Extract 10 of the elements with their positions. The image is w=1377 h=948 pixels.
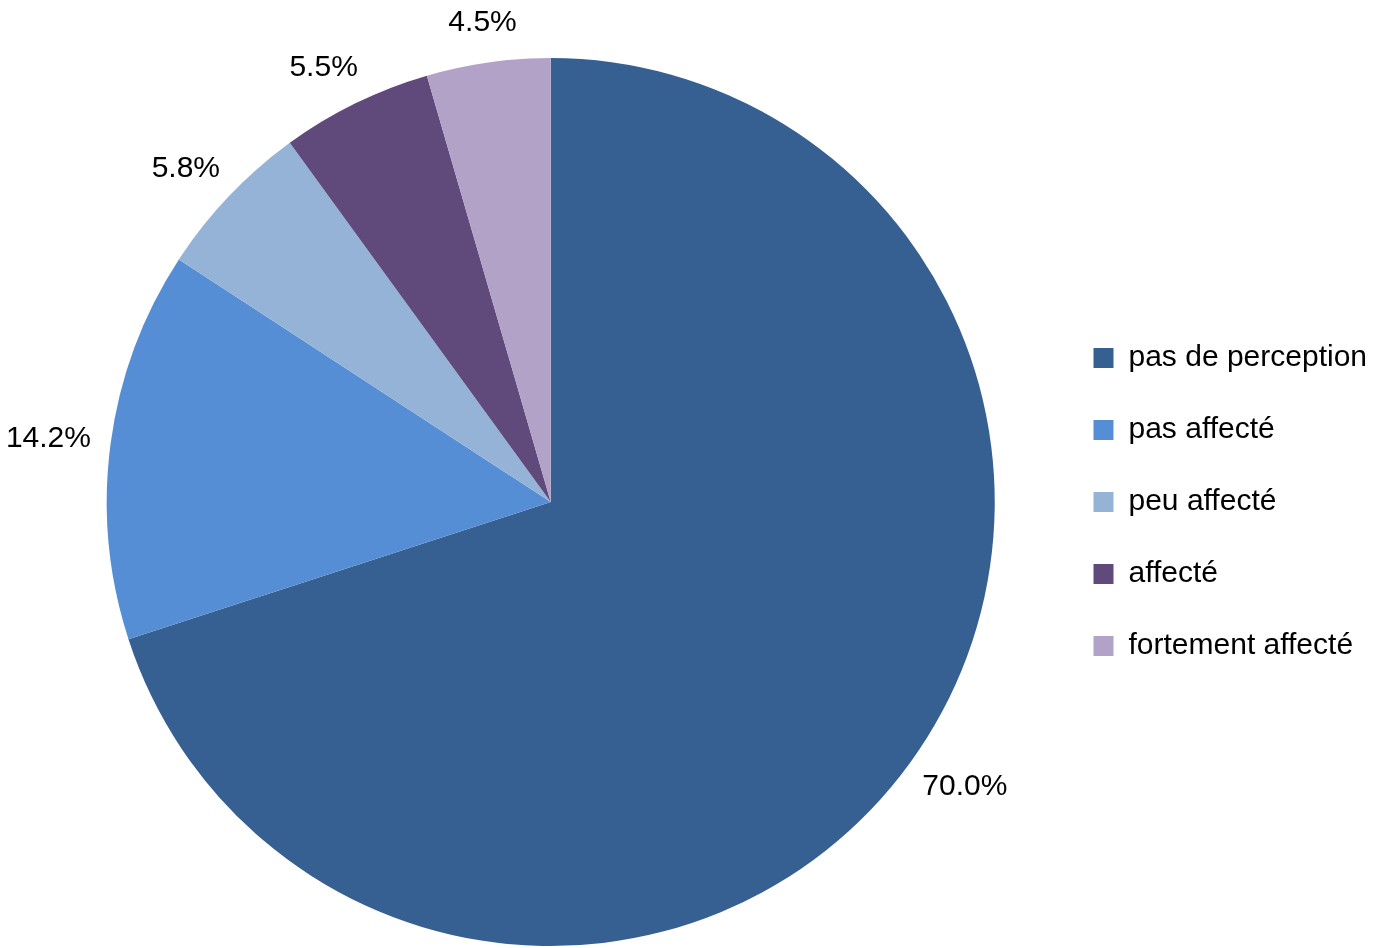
data-label: 4.5% <box>448 4 517 38</box>
legend-label: pas de perception <box>1128 339 1368 373</box>
data-label: 70.0% <box>922 767 1008 801</box>
data-label: 5.5% <box>289 48 358 82</box>
legend-label: affecté <box>1128 555 1219 589</box>
legend-label: fortement affecté <box>1128 627 1354 661</box>
data-label: 5.8% <box>151 149 221 183</box>
legend-label: peu affecté <box>1128 483 1277 517</box>
legend-label: pas affecté <box>1128 411 1275 445</box>
data-label: 14.2% <box>5 419 91 453</box>
